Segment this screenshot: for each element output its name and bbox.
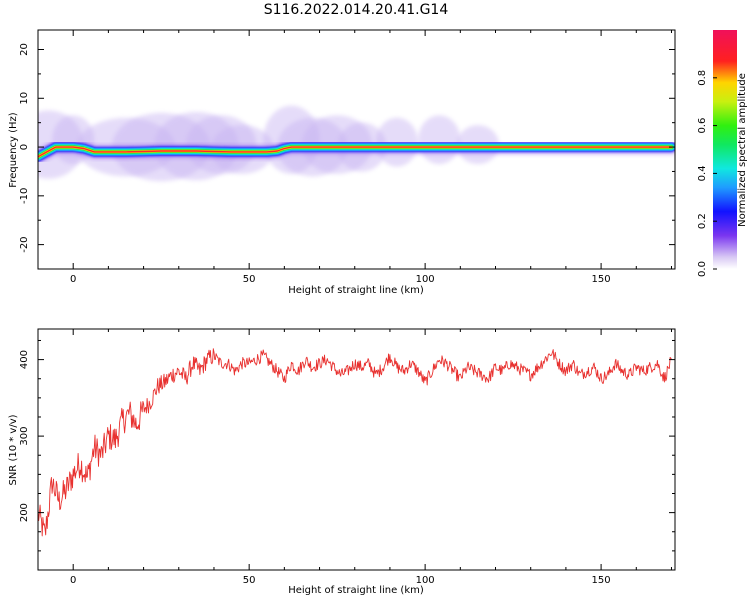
figure-title: S116.2022.014.20.41.G14	[264, 2, 449, 18]
heatmap-y-tick-label: 0	[19, 144, 30, 150]
colorbar-label: Normalized spectral amplitude	[737, 73, 748, 227]
heatmap-x-axis-label: Height of straight line (km)	[288, 285, 424, 296]
colorbar-ticks: 0.0 0.2 0.4 0.6 0.8	[697, 70, 717, 277]
heatmap-x-tick-label: 0	[70, 274, 76, 285]
snr-y-tick-label: 400	[19, 350, 30, 369]
snr-y-axis-label: SNR (10 * v/v)	[8, 414, 19, 485]
heatmap-ridge	[38, 140, 675, 164]
heatmap-y-tick-label: 10	[19, 92, 30, 105]
snr-y-ticks: 200 300 400	[19, 339, 675, 571]
heatmap-haze-blob	[418, 115, 461, 165]
snr-x-tick-label: 50	[243, 575, 256, 586]
snr-y-tick-label: 200	[19, 503, 30, 522]
heatmap-content	[38, 105, 675, 182]
snr-x-tick-label: 150	[592, 575, 611, 586]
snr-x-tick-label: 100	[416, 575, 435, 586]
colorbar-gradient	[713, 30, 737, 269]
heatmap-y-tick-label: 20	[19, 43, 30, 56]
snr-x-axis-label: Height of straight line (km)	[288, 585, 424, 596]
heatmap-x-ticks: 0 50 100 150	[37, 30, 672, 285]
heatmap-ridge-band	[38, 146, 673, 158]
colorbar-tick-label: 0.8	[697, 70, 708, 86]
colorbar-tick-label: 0.2	[697, 213, 708, 229]
colorbar-tick-label: 0.4	[697, 165, 708, 181]
snr-y-tick-label: 300	[19, 427, 30, 446]
colorbar-tick-label: 0.6	[697, 118, 708, 134]
heatmap-x-tick-label: 50	[243, 274, 256, 285]
snr-x-tick-label: 0	[70, 575, 76, 586]
heatmap-y-tick-label: -20	[19, 236, 30, 252]
heatmap-x-tick-label: 100	[416, 274, 435, 285]
colorbar-tick-label: 0.0	[697, 261, 708, 277]
colorbar: 0.0 0.2 0.4 0.6 0.8 Normalized spectral ampl…	[697, 30, 748, 277]
heatmap-frame	[37, 29, 676, 270]
heatmap-y-ticks: -20 -10 0 10 20	[19, 43, 675, 270]
snr-panel: 0 50 100 150 200 300 400 Height of straight l…	[8, 328, 676, 596]
snr-plot-area	[38, 329, 675, 570]
heatmap-y-tick-label: -10	[19, 188, 30, 204]
heatmap-panel: 0 50 100 150 -20 -10 0 10 20 Height of straight…	[8, 29, 676, 296]
snr-series-line	[38, 348, 672, 537]
heatmap-y-axis-label: Frequency (Hz)	[8, 112, 19, 188]
snr-x-ticks: 0 50 100 150	[37, 329, 672, 586]
snr-frame	[37, 328, 676, 571]
heatmap-x-tick-label: 150	[592, 274, 611, 285]
